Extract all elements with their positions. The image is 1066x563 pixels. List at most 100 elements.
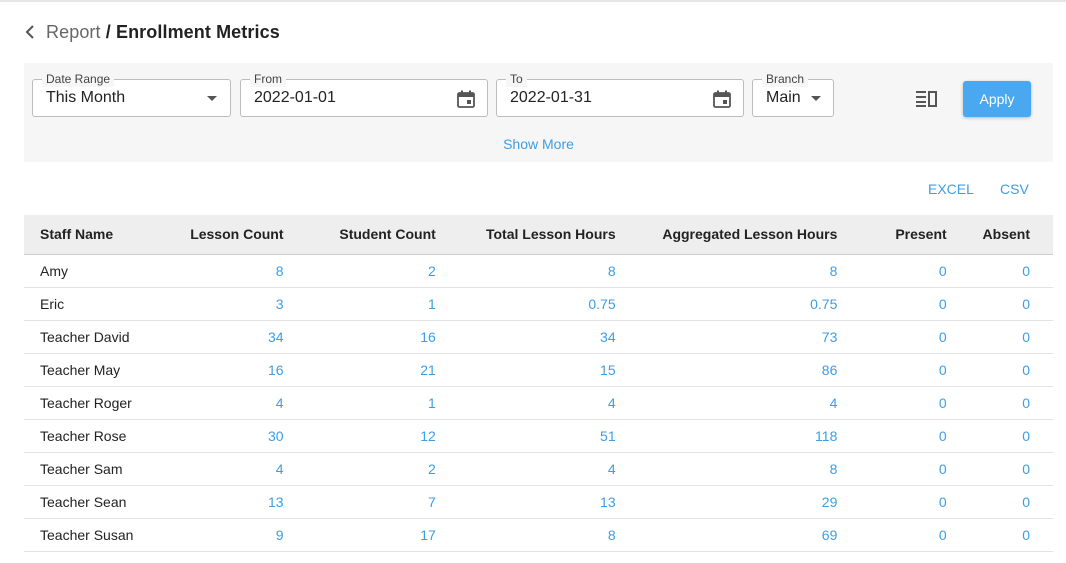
branch-value: Main bbox=[766, 89, 801, 106]
calendar-icon[interactable] bbox=[455, 88, 477, 110]
total-lesson-hours-link[interactable]: 15 bbox=[435, 353, 616, 387]
total-lesson-hours-link[interactable]: 4 bbox=[435, 386, 616, 420]
present-count-link[interactable]: 0 bbox=[837, 254, 947, 288]
aggregated-lesson-hours-link[interactable]: 8 bbox=[615, 254, 838, 288]
aggregated-lesson-hours-link[interactable]: 118 bbox=[615, 419, 838, 453]
student-count-link[interactable]: 16 bbox=[283, 320, 436, 354]
breadcrumb-parent[interactable]: Report bbox=[46, 21, 101, 42]
present-count-link[interactable]: 0 bbox=[837, 320, 947, 354]
table-row: Eric 3 1 0.75 0.75 0 0 bbox=[24, 287, 1053, 321]
absent-count-link[interactable]: 0 bbox=[946, 419, 1053, 453]
present-count-link[interactable]: 0 bbox=[837, 485, 947, 519]
lesson-count-link[interactable]: 4 bbox=[156, 386, 284, 420]
lesson-count-link[interactable]: 3 bbox=[156, 287, 284, 321]
student-count-link[interactable]: 12 bbox=[283, 419, 436, 453]
absent-count-link[interactable]: 0 bbox=[946, 386, 1053, 420]
absent-count-link[interactable]: 0 bbox=[946, 353, 1053, 387]
table-row: Teacher David 34 16 34 73 0 0 bbox=[24, 320, 1053, 354]
aggregated-lesson-hours-link[interactable]: 73 bbox=[615, 320, 838, 354]
total-lesson-hours-link[interactable]: 0.75 bbox=[435, 287, 616, 321]
present-count-link[interactable]: 0 bbox=[837, 518, 947, 552]
present-count-link[interactable]: 0 bbox=[837, 452, 947, 486]
lesson-count-link[interactable]: 30 bbox=[156, 419, 284, 453]
aggregated-lesson-hours-link[interactable]: 0.75 bbox=[615, 287, 838, 321]
aggregated-lesson-hours-link[interactable]: 29 bbox=[615, 485, 838, 519]
show-more-link[interactable]: Show More bbox=[503, 136, 574, 152]
student-count-link[interactable]: 1 bbox=[283, 386, 436, 420]
present-count-link[interactable]: 0 bbox=[837, 353, 947, 387]
column-settings-icon[interactable] bbox=[916, 90, 938, 108]
to-date-field[interactable]: To 2022-01-31 bbox=[496, 71, 744, 117]
column-header[interactable]: Present bbox=[837, 215, 947, 255]
absent-count-link[interactable]: 0 bbox=[946, 452, 1053, 486]
staff-name-cell: Teacher Sean bbox=[24, 485, 157, 519]
table-row: Teacher Sam 4 2 4 8 0 0 bbox=[24, 452, 1053, 486]
student-count-link[interactable]: 7 bbox=[283, 485, 436, 519]
student-count-link[interactable]: 1 bbox=[283, 287, 436, 321]
from-date-field[interactable]: From 2022-01-01 bbox=[240, 71, 488, 117]
total-lesson-hours-link[interactable]: 8 bbox=[435, 254, 616, 288]
apply-button[interactable]: Apply bbox=[963, 81, 1031, 117]
export-csv-link[interactable]: CSV bbox=[1000, 181, 1029, 197]
aggregated-lesson-hours-link[interactable]: 69 bbox=[615, 518, 838, 552]
total-lesson-hours-link[interactable]: 51 bbox=[435, 419, 616, 453]
aggregated-lesson-hours-link[interactable]: 86 bbox=[615, 353, 838, 387]
staff-name-cell: Eric bbox=[24, 287, 157, 321]
total-lesson-hours-link[interactable]: 4 bbox=[435, 452, 616, 486]
branch-select[interactable]: Branch Main bbox=[752, 71, 834, 117]
absent-count-link[interactable]: 0 bbox=[946, 287, 1053, 321]
table-row: Teacher Rose 30 12 51 118 0 0 bbox=[24, 419, 1053, 453]
calendar-icon[interactable] bbox=[711, 88, 733, 110]
date-range-label: Date Range bbox=[42, 71, 115, 87]
lesson-count-link[interactable]: 16 bbox=[156, 353, 284, 387]
to-date-value: 2022-01-31 bbox=[510, 89, 592, 106]
absent-count-link[interactable]: 0 bbox=[946, 518, 1053, 552]
absent-count-link[interactable]: 0 bbox=[946, 320, 1053, 354]
student-count-link[interactable]: 17 bbox=[283, 518, 436, 552]
total-lesson-hours-link[interactable]: 13 bbox=[435, 485, 616, 519]
back-button[interactable] bbox=[22, 20, 38, 44]
lesson-count-link[interactable]: 9 bbox=[156, 518, 284, 552]
to-date-label: To bbox=[506, 71, 527, 87]
date-range-select[interactable]: Date Range This Month bbox=[32, 71, 231, 117]
lesson-count-link[interactable]: 4 bbox=[156, 452, 284, 486]
absent-count-link[interactable]: 0 bbox=[946, 254, 1053, 288]
column-header[interactable]: Total Lesson Hours bbox=[435, 215, 616, 255]
enrollment-metrics-table: Staff Name Lesson Count Student Count To… bbox=[24, 215, 1053, 552]
breadcrumb-separator: / bbox=[105, 21, 111, 42]
absent-count-link[interactable]: 0 bbox=[946, 485, 1053, 519]
column-header[interactable]: Aggregated Lesson Hours bbox=[615, 215, 838, 255]
table-row: Teacher Susan 9 17 8 69 0 0 bbox=[24, 518, 1053, 552]
staff-name-cell: Teacher May bbox=[24, 353, 157, 387]
total-lesson-hours-link[interactable]: 34 bbox=[435, 320, 616, 354]
lesson-count-link[interactable]: 13 bbox=[156, 485, 284, 519]
table-row: Teacher Sean 13 7 13 29 0 0 bbox=[24, 485, 1053, 519]
column-header[interactable]: Absent bbox=[946, 215, 1053, 255]
chevron-left-icon bbox=[25, 25, 34, 39]
from-date-value: 2022-01-01 bbox=[254, 89, 336, 106]
aggregated-lesson-hours-link[interactable]: 4 bbox=[615, 386, 838, 420]
student-count-link[interactable]: 21 bbox=[283, 353, 436, 387]
total-lesson-hours-link[interactable]: 8 bbox=[435, 518, 616, 552]
table-row: Teacher May 16 21 15 86 0 0 bbox=[24, 353, 1053, 387]
staff-name-cell: Teacher David bbox=[24, 320, 157, 354]
present-count-link[interactable]: 0 bbox=[837, 386, 947, 420]
student-count-link[interactable]: 2 bbox=[283, 254, 436, 288]
top-divider bbox=[0, 0, 1066, 2]
breadcrumb: Report / Enrollment Metrics bbox=[46, 22, 280, 43]
present-count-link[interactable]: 0 bbox=[837, 287, 947, 321]
staff-name-cell: Teacher Roger bbox=[24, 386, 157, 420]
table-row: Teacher Roger 4 1 4 4 0 0 bbox=[24, 386, 1053, 420]
column-header[interactable]: Lesson Count bbox=[156, 215, 284, 255]
column-header[interactable]: Student Count bbox=[283, 215, 436, 255]
column-header[interactable]: Staff Name bbox=[24, 215, 157, 255]
staff-name-cell: Teacher Rose bbox=[24, 419, 157, 453]
lesson-count-link[interactable]: 8 bbox=[156, 254, 284, 288]
table-row: Amy 8 2 8 8 0 0 bbox=[24, 254, 1053, 288]
present-count-link[interactable]: 0 bbox=[837, 419, 947, 453]
aggregated-lesson-hours-link[interactable]: 8 bbox=[615, 452, 838, 486]
export-excel-link[interactable]: EXCEL bbox=[928, 181, 974, 197]
lesson-count-link[interactable]: 34 bbox=[156, 320, 284, 354]
table-header-row: Staff Name Lesson Count Student Count To… bbox=[24, 215, 1053, 255]
student-count-link[interactable]: 2 bbox=[283, 452, 436, 486]
